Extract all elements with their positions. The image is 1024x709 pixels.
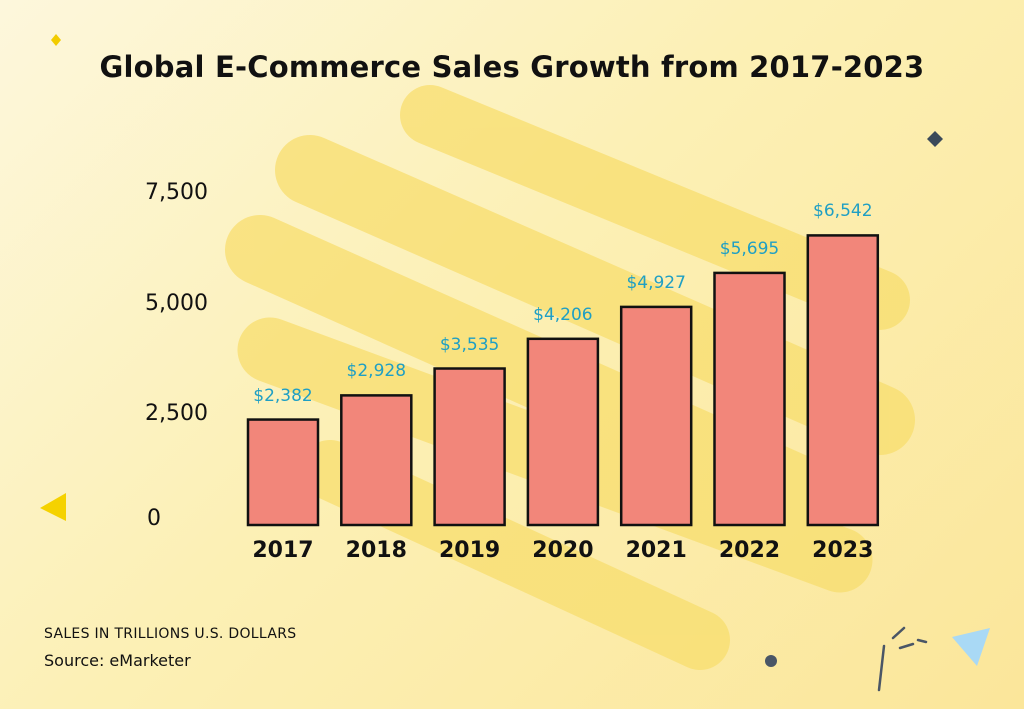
x-tick-2021: 2021 (625, 538, 687, 563)
x-tick-2020: 2020 (532, 538, 594, 563)
sparkle-lines (877, 626, 928, 692)
data-label-2017: $2,382 (253, 385, 313, 406)
source-note: Source: eMarketer (44, 651, 191, 670)
y-tick-label: 7,500 (145, 180, 208, 205)
bar-2017 (246, 418, 320, 527)
bar-2019 (433, 367, 506, 527)
dot-shape (765, 655, 777, 667)
bar-2018 (340, 394, 413, 527)
data-label-2019: $3,535 (439, 334, 500, 355)
x-tick-2017: 2017 (252, 538, 314, 563)
y-tick-label: 0 (147, 506, 161, 531)
x-tick-2018: 2018 (345, 538, 407, 563)
chart-title: Global E-Commerce Sales Growth from 2017… (99, 50, 925, 84)
triangle-shape (952, 628, 990, 666)
bar-2020 (526, 337, 600, 527)
data-label-2018: $2,928 (346, 361, 407, 382)
bar-2023 (806, 234, 880, 527)
bar-2022 (713, 271, 786, 527)
data-label-2020: $4,206 (533, 304, 593, 325)
diamond-shape (51, 34, 61, 46)
diamond-shape (927, 131, 943, 147)
triangle-shape (40, 493, 66, 521)
x-tick-2022: 2022 (718, 538, 781, 563)
bar-2021 (619, 305, 693, 527)
units-note: SALES IN TRILLIONS U.S. DOLLARS (44, 626, 297, 642)
x-tick-2019: 2019 (438, 538, 501, 563)
data-label-2021: $4,927 (626, 272, 686, 293)
y-tick-label: 5,000 (145, 290, 208, 316)
data-label-2023: $6,542 (813, 201, 873, 222)
data-label-2022: $5,695 (719, 238, 780, 259)
y-tick-label: 2,500 (145, 401, 208, 427)
x-tick-2023: 2023 (812, 538, 874, 563)
